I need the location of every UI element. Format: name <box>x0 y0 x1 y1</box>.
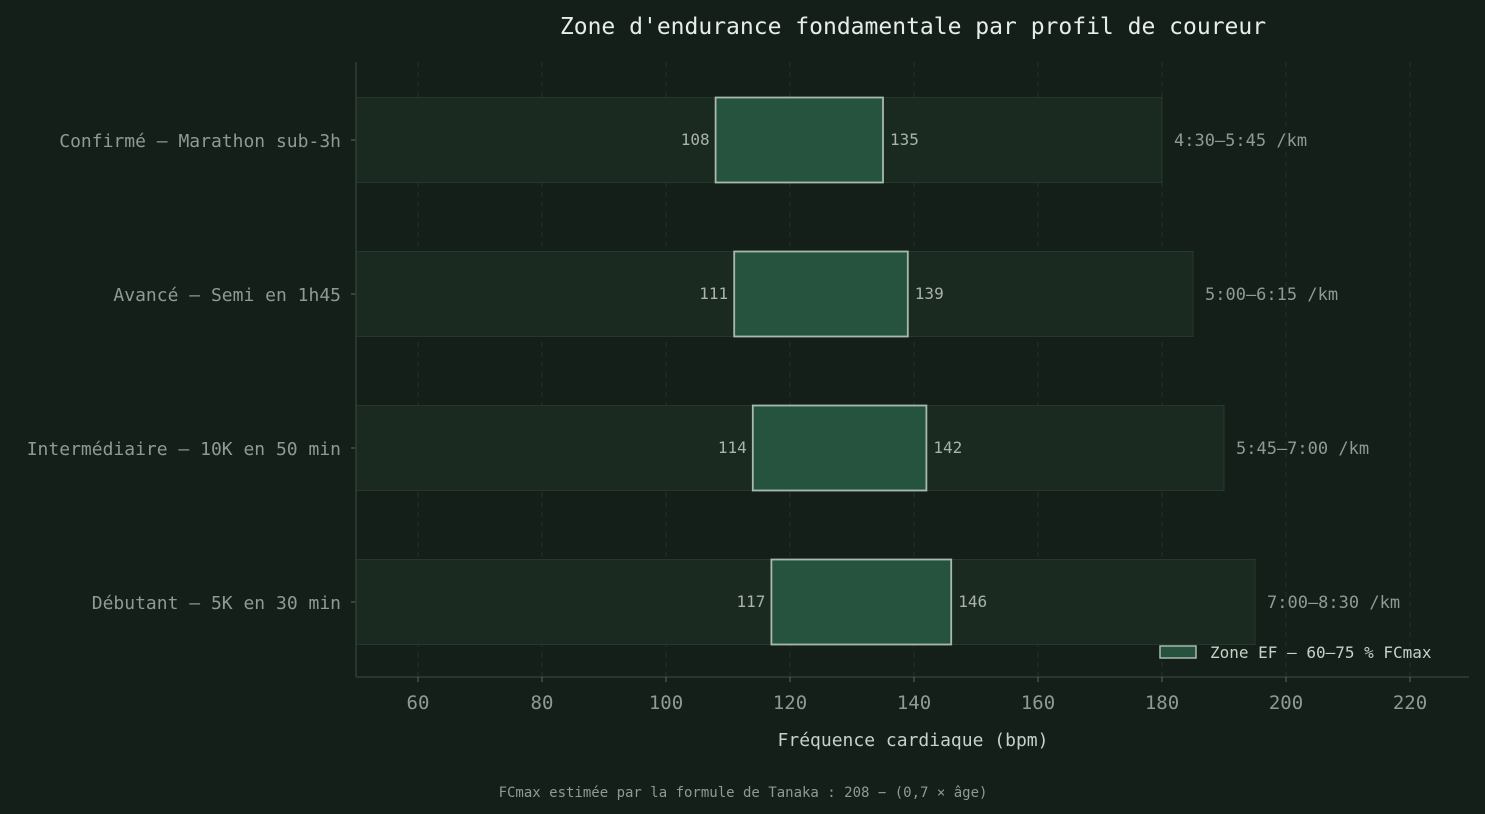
zone-bar <box>751 404 928 492</box>
zone-high-label: 142 <box>933 438 962 457</box>
pace-label: 7:00–8:30 /km <box>1267 593 1400 613</box>
pace-label: 5:00–6:15 /km <box>1205 285 1338 305</box>
x-tick-label: 60 <box>407 692 430 714</box>
footnote: FCmax estimée par la formule de Tanaka :… <box>499 785 988 801</box>
x-tick-label: 220 <box>1393 692 1427 714</box>
x-tick-label: 100 <box>649 692 683 714</box>
zone-low-label: 108 <box>681 130 710 149</box>
zone-bar <box>714 96 884 184</box>
pace-label: 4:30–5:45 /km <box>1174 131 1307 151</box>
zone-high-label: 146 <box>958 592 987 611</box>
x-axis-label: Fréquence cardiaque (bpm) <box>778 730 1049 751</box>
zone-low-label: 114 <box>718 438 747 457</box>
x-tick-label: 160 <box>1021 692 1055 714</box>
x-tick-label: 120 <box>773 692 807 714</box>
pace-label: 5:45–7:00 /km <box>1236 439 1369 459</box>
chart-title: Zone d'endurance fondamentale par profil… <box>560 14 1266 40</box>
zone-high-label: 139 <box>915 284 944 303</box>
axes: Confirmé — Marathon sub-3h Avancé — Semi … <box>27 62 1469 714</box>
category-label: Avancé — Semi en 1h45 <box>113 285 341 306</box>
legend-label: Zone EF — 60–75 % FCmax <box>1210 643 1432 662</box>
legend-swatch <box>1159 645 1197 659</box>
x-tick-label: 200 <box>1269 692 1303 714</box>
x-tick-label: 180 <box>1145 692 1179 714</box>
legend: Zone EF — 60–75 % FCmax <box>1159 643 1432 662</box>
bars: 108 135 4:30–5:45 /km 111 139 5:00–6:15 /km 11… <box>355 96 1400 646</box>
category-label: Débutant — 5K en 30 min <box>92 593 341 614</box>
zone-bar <box>770 558 953 646</box>
zone-low-label: 117 <box>736 592 765 611</box>
zone-bar <box>733 250 909 338</box>
zone-low-label: 111 <box>699 284 728 303</box>
category-label: Confirmé — Marathon sub-3h <box>59 131 341 152</box>
x-tick-label: 80 <box>531 692 554 714</box>
zone-high-label: 135 <box>890 130 919 149</box>
category-label: Intermédiaire — 10K en 50 min <box>27 439 341 460</box>
x-tick-label: 140 <box>897 692 931 714</box>
